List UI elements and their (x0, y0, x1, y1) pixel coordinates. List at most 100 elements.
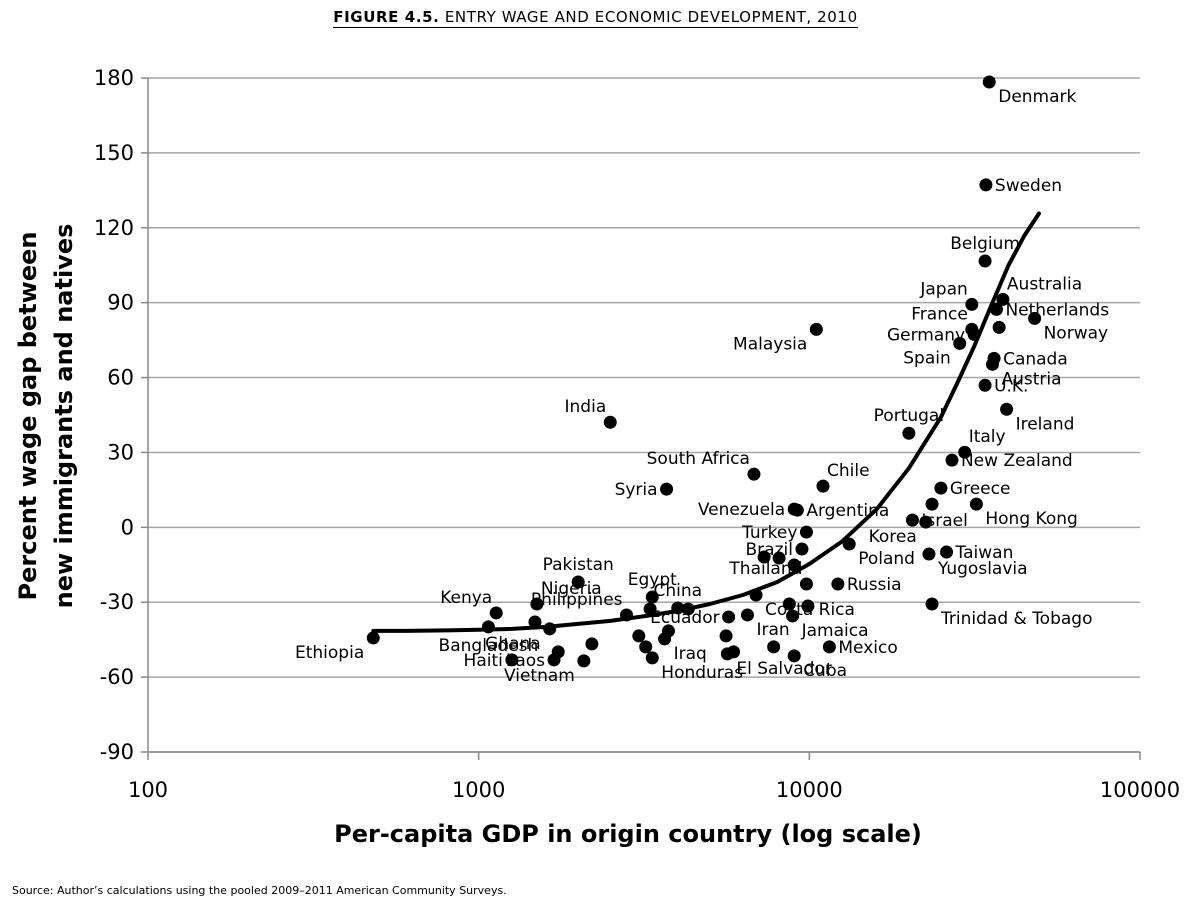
point-poland (842, 537, 856, 551)
point-taiwan (940, 545, 954, 559)
point-egypt (645, 590, 659, 604)
x-tick-label-2: 10000 (776, 778, 843, 802)
label-sweden: Sweden (995, 176, 1062, 196)
label-turkey: Turkey (741, 523, 797, 543)
label-el-salvador: El Salvador (736, 659, 831, 679)
point-ireland (1000, 402, 1014, 416)
label-india: India (565, 397, 607, 417)
x-axis-title: Per-capita GDP in origin country (log sc… (334, 820, 922, 848)
y-tick-label-3: 90 (107, 291, 134, 315)
y-axis-title-line-1: Percent wage gap between (14, 232, 42, 601)
point-philippines (620, 608, 634, 622)
point-thailand-2 (757, 550, 771, 564)
y-tick-label-1: 150 (94, 141, 134, 165)
point-honduras-2 (639, 640, 653, 654)
label-thailand: Thailand (728, 559, 802, 579)
y-axis-title-line-2: new immigrants and natives (50, 224, 78, 609)
label-canada: Canada (1003, 349, 1068, 369)
label-pakistan: Pakistan (543, 555, 614, 575)
label-new-zealand: New Zealand (961, 451, 1073, 471)
label-taiwan: Taiwan (955, 543, 1014, 563)
label-russia: Russia (847, 575, 902, 595)
y-tick-label-9: -90 (100, 740, 134, 764)
y-tick-label-5: 30 (107, 440, 134, 464)
point-laos (547, 653, 561, 667)
x-tick-label-0: 100 (128, 778, 168, 802)
label-venezuela: Venezuela (698, 500, 785, 520)
label-israel: Israel (921, 511, 967, 531)
point-thailand (799, 577, 813, 591)
point-india (603, 415, 617, 429)
label-ireland: Ireland (1016, 414, 1075, 434)
point-thailand-4 (787, 558, 801, 572)
y-tick-label-8: -60 (100, 665, 134, 689)
point-france-2 (992, 320, 1006, 334)
label-spain: Spain (903, 348, 951, 368)
label-vietnam: Vietnam (504, 666, 575, 686)
label-denmark: Denmark (998, 87, 1076, 107)
point-brazil (795, 542, 809, 556)
point-u-k (978, 378, 992, 392)
point-netherlands (989, 302, 1003, 316)
label-italy: Italy (969, 427, 1006, 447)
label-brazil: Brazil (746, 540, 793, 560)
data-points (366, 75, 1042, 668)
y-tick-label-6: 0 (121, 515, 134, 539)
label-mexico: Mexico (838, 638, 897, 658)
label-ghana: Ghana (485, 634, 541, 654)
point-chile (816, 479, 830, 493)
x-tick-label-3: 100000 (1100, 778, 1180, 802)
label-ecuador: Ecuador (650, 608, 719, 628)
point-cuba (787, 649, 801, 663)
label-japan: Japan (919, 279, 967, 299)
point-turkey (799, 525, 813, 539)
point-iran (740, 608, 754, 622)
label-costa-rica: Costa Rica (765, 600, 855, 620)
x-tick-label-1: 1000 (452, 778, 505, 802)
y-tick-label-7: -30 (100, 590, 134, 614)
label-syria: Syria (615, 480, 658, 500)
point-iraq (658, 632, 672, 646)
label-argentina: Argentina (806, 501, 889, 521)
point-trinidad-and-tobago (925, 597, 939, 611)
point-argentina (790, 503, 804, 517)
point-el-salvador (720, 647, 734, 661)
point-ghana-2 (528, 615, 542, 629)
point-honduras (645, 651, 659, 665)
label-yugoslavia: Yugoslavia (937, 559, 1028, 579)
point-haiti-2 (585, 637, 599, 651)
label-china: China (653, 581, 702, 601)
figure-title: FIGURE 4.5. ENTRY WAGE AND ECONOMIC DEVE… (0, 8, 1191, 28)
point-hong-kong (969, 497, 983, 511)
label-south-africa: South Africa (647, 449, 750, 469)
point-sweden (979, 178, 993, 192)
point-greece (934, 481, 948, 495)
label-germany: Germany (887, 325, 965, 345)
label-jamaica: Jamaica (801, 621, 869, 641)
label-philippines: Philippines (531, 590, 623, 610)
point-haiti (505, 653, 519, 667)
label-chile: Chile (827, 461, 870, 481)
point-russia (831, 577, 845, 591)
point-ecuador (722, 610, 736, 624)
point-kenya (489, 606, 503, 620)
label-haiti: Haiti (464, 651, 503, 671)
label-belgium: Belgium (950, 234, 1020, 254)
label-hong-kong: Hong Kong (985, 509, 1077, 529)
y-tick-label-2: 120 (94, 216, 134, 240)
point-portugal (902, 426, 916, 440)
point-vietnam (577, 654, 591, 668)
label-norway: Norway (1044, 323, 1109, 343)
point-mexico (822, 640, 836, 654)
point-germany (967, 327, 981, 341)
point-el-salvador-2 (767, 640, 781, 654)
point-philippines-3 (681, 602, 695, 616)
label-netherlands: Netherlands (1005, 300, 1109, 320)
y-tick-label-4: 60 (107, 366, 134, 390)
point-bangladesh (481, 620, 495, 634)
label-malaysia: Malaysia (733, 334, 807, 354)
point-belgium (978, 254, 992, 268)
label-poland: Poland (858, 549, 915, 569)
point-australia (996, 292, 1010, 306)
label-trinidad-and-tobago: Trinidad & Tobago (940, 609, 1092, 629)
